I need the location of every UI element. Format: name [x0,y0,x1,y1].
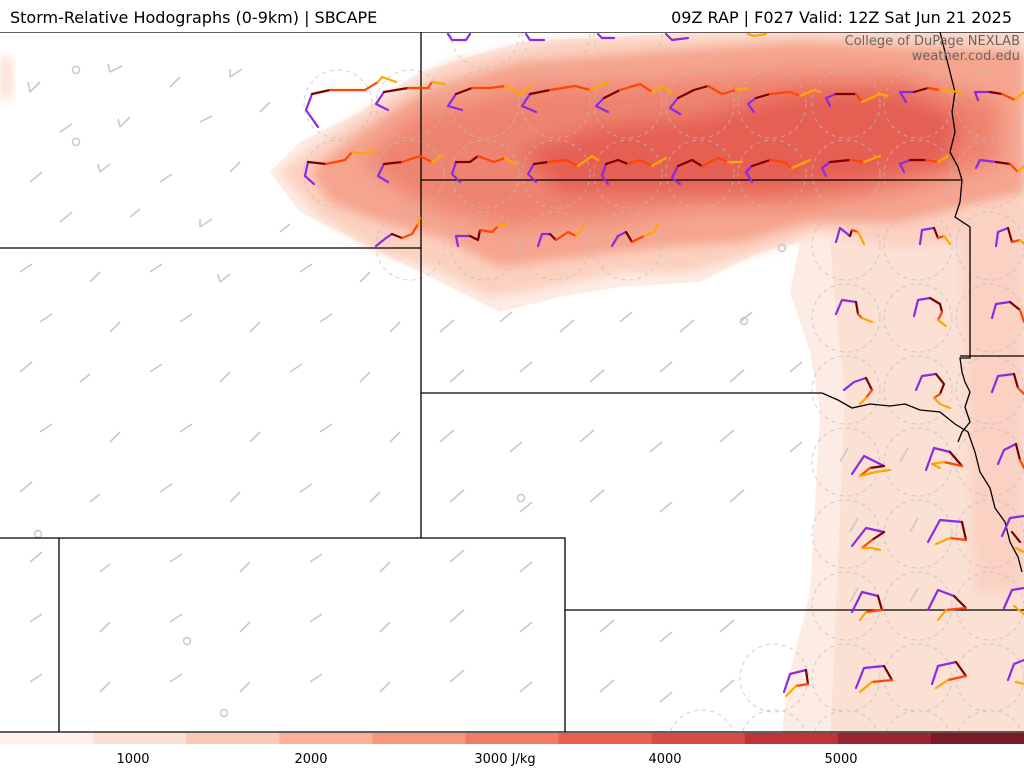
colorbar-tick: 1000 [116,752,150,767]
hodograph [974,158,1024,174]
colorbar-tick: 2000 [294,752,328,767]
hodograph [930,660,968,690]
colorbar-segment [744,733,839,744]
hodograph [912,296,948,328]
hodograph [1006,658,1024,686]
hodograph [782,668,810,698]
hodograph [668,84,750,116]
hodographs [303,32,1024,698]
colorbar-tick: 3000 J/kg [474,752,536,767]
hodograph [524,32,546,42]
hodograph [926,588,968,622]
hodograph [670,156,744,186]
hodograph [924,446,964,472]
colorbar-tick: 4000 [648,752,682,767]
hodograph [664,32,690,42]
colorbar-segment [93,733,187,744]
title-right: 09Z RAP | F027 Valid: 12Z Sat Jun 21 202… [671,8,1012,27]
credit-line-1: College of DuPage NEXLAB [844,34,1020,49]
hodograph [824,92,890,108]
hodograph [594,82,674,114]
hodograph [744,158,812,184]
hodograph [376,154,444,184]
hodograph [834,298,874,324]
hodograph [304,75,398,129]
hodograph [973,90,1024,102]
hodograph [1002,586,1024,616]
hodograph [520,80,610,114]
hodograph [600,156,668,186]
hodograph [526,154,600,184]
colorbar-segments [0,733,1024,744]
hodograph [1000,514,1024,554]
hodograph [303,148,378,186]
hodograph [842,376,874,406]
hodograph [926,518,968,546]
hodograph [454,222,508,248]
colorbar-segment [465,733,560,744]
wind-barbs [19,63,919,703]
colorbar-segment [372,733,466,744]
hodograph [834,226,866,246]
colorbar-ticks: 1000 2000 3000 J/kg 4000 5000 [0,746,1024,768]
hodograph [746,32,768,38]
hodograph [536,224,586,248]
hodograph [854,664,894,694]
hodograph [850,454,892,478]
hodograph [994,226,1024,248]
hodograph [898,154,950,174]
hodograph [374,80,446,112]
title-left: Storm-Relative Hodographs (0-9km) | SBCA… [10,8,378,27]
hodograph [446,84,532,112]
hodograph [746,88,822,114]
hodograph [850,526,886,552]
hodograph [990,372,1024,396]
hodograph [918,226,952,246]
colorbar-segment [279,733,373,744]
hodograph [996,442,1024,470]
colorbar-tick: 5000 [824,752,858,767]
colorbar-segment [837,733,932,744]
hodograph [850,590,884,622]
hodograph [990,300,1024,324]
colorbar-segment [930,733,1024,744]
colorbar-segment [0,733,94,744]
hodograph [898,86,962,104]
hodograph [914,372,952,410]
colorbar-segment [186,733,280,744]
credit-line-2: weather.cod.edu [911,49,1020,64]
colorbar-segment [651,733,746,744]
calm-circles [33,65,787,718]
hodograph [446,32,472,42]
hodograph [610,222,660,248]
hodograph [450,154,517,184]
map-panel [0,32,1024,744]
hodograph [374,216,422,248]
colorbar-segment [558,733,653,744]
hodograph [596,32,616,40]
colorbar [0,733,1024,744]
hodograph-rings [303,32,1024,744]
hodograph [820,154,882,178]
